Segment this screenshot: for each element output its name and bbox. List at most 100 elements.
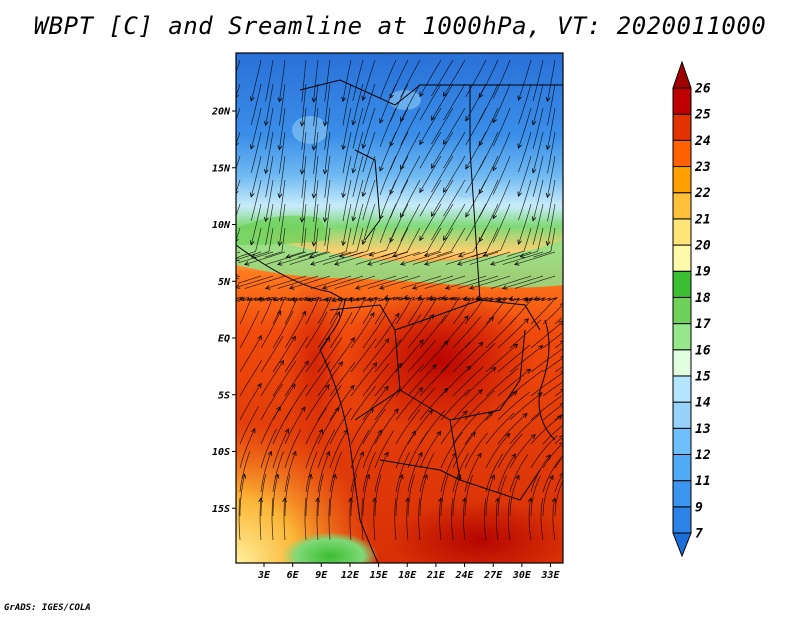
streamline xyxy=(236,155,241,168)
streamline xyxy=(328,227,352,258)
streamline xyxy=(334,275,376,289)
streamline xyxy=(547,155,556,198)
streamline xyxy=(272,310,294,349)
streamline xyxy=(238,227,262,258)
streamline xyxy=(412,251,454,265)
streamline xyxy=(509,434,536,469)
streamline-arrow xyxy=(251,428,256,434)
streamline xyxy=(440,341,471,373)
streamline xyxy=(260,310,282,349)
streamline-arrow xyxy=(490,261,496,266)
streamline-arrow xyxy=(475,295,481,300)
streamline-arrow xyxy=(436,430,442,436)
lat-tick-label: 15N xyxy=(212,163,231,174)
streamline xyxy=(395,409,421,445)
streamline xyxy=(239,428,256,469)
colorbar-box xyxy=(672,244,692,272)
streamline xyxy=(457,275,499,289)
streamline xyxy=(379,251,421,265)
streamline xyxy=(349,498,352,541)
colorbar-box xyxy=(672,218,692,246)
colorbar-label: 22 xyxy=(694,186,711,201)
streamline xyxy=(260,428,277,469)
streamline xyxy=(395,387,423,421)
streamline-arrow xyxy=(325,336,330,342)
streamline xyxy=(329,429,348,469)
streamline xyxy=(289,275,331,289)
colorbar-label: 20 xyxy=(694,239,711,254)
streamline xyxy=(540,498,544,541)
streamline xyxy=(547,59,556,102)
streamline xyxy=(497,453,516,493)
streamline-arrow xyxy=(379,285,385,290)
hot-core-central xyxy=(345,285,535,435)
streamline xyxy=(283,498,286,541)
streamline-arrow xyxy=(236,284,241,289)
colorbar-label: 14 xyxy=(695,396,711,411)
streamline xyxy=(250,107,262,149)
colorbar-box xyxy=(672,375,692,403)
streamline xyxy=(424,227,454,256)
colorbar-label: 9 xyxy=(695,500,703,515)
streamline-arrow xyxy=(277,261,283,266)
streamlines xyxy=(236,59,563,541)
streamline-arrow xyxy=(417,451,423,458)
colorbar-label: 18 xyxy=(695,291,711,306)
streamline xyxy=(400,83,421,122)
streamline xyxy=(362,362,390,397)
streamline xyxy=(495,498,499,541)
streamline xyxy=(443,179,466,217)
streamline-arrow xyxy=(311,145,317,151)
streamline xyxy=(478,131,499,170)
streamline xyxy=(464,411,493,445)
streamline xyxy=(279,83,286,126)
streamline-arrow xyxy=(361,191,367,198)
streamline xyxy=(419,431,441,469)
streamline xyxy=(301,107,307,150)
streamline-arrow xyxy=(491,366,497,372)
streamline xyxy=(532,59,544,101)
streamline xyxy=(497,369,531,397)
streamline-arrow xyxy=(490,474,495,480)
streamline xyxy=(367,251,409,265)
streamline-arrow xyxy=(515,474,520,480)
streamline-arrow xyxy=(478,141,484,147)
streamline xyxy=(389,59,409,99)
streamline xyxy=(301,155,307,198)
streamline xyxy=(485,391,518,421)
colorbar-box xyxy=(672,192,692,220)
streamline xyxy=(329,385,355,421)
streamline-arrow xyxy=(429,313,434,320)
streamline xyxy=(452,297,472,325)
streamline xyxy=(502,275,544,289)
streamline xyxy=(239,360,263,397)
streamline-arrow xyxy=(301,310,306,316)
lon-tick-label: 27E xyxy=(483,570,503,581)
streamline xyxy=(552,498,556,541)
streamline xyxy=(238,275,274,288)
streamline xyxy=(265,203,274,246)
streamline-arrow xyxy=(249,96,255,102)
streamline xyxy=(407,409,433,445)
streamline-arrow xyxy=(341,96,346,103)
streamline xyxy=(362,107,376,149)
streamline-arrow xyxy=(443,139,448,145)
lon-tick-label: 18E xyxy=(398,570,417,581)
streamline xyxy=(485,368,519,397)
streamline xyxy=(265,179,274,222)
streamline xyxy=(236,59,241,72)
streamline xyxy=(272,296,285,325)
streamline-arrow xyxy=(383,385,389,391)
streamline-arrow xyxy=(290,296,295,303)
streamline-arrow xyxy=(249,240,255,246)
streamline xyxy=(250,83,262,125)
streamline-arrow xyxy=(400,116,405,123)
streamline xyxy=(431,203,454,241)
streamline xyxy=(419,474,428,517)
streamline-arrow xyxy=(379,118,384,124)
streamline xyxy=(362,451,376,493)
streamline-arrow xyxy=(551,497,557,503)
streamline xyxy=(442,296,468,301)
streamline xyxy=(452,342,484,373)
streamline xyxy=(554,480,563,517)
